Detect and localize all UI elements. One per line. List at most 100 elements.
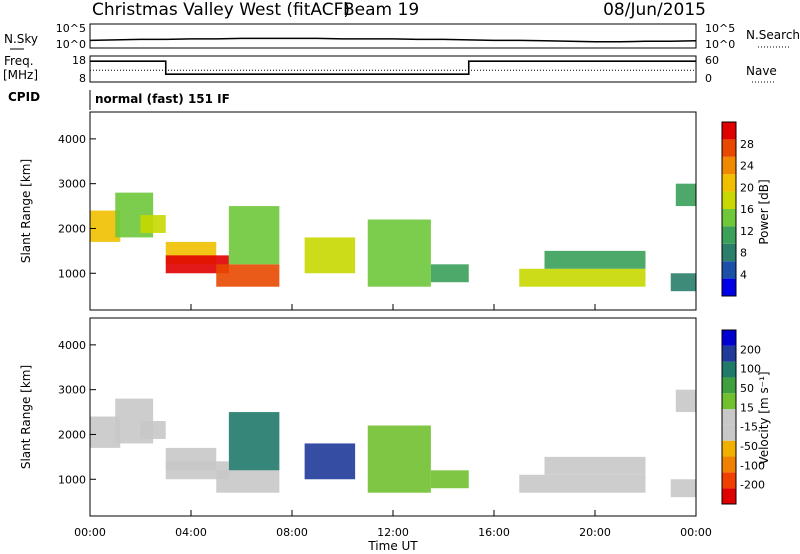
noise-left-tick-bottom: 10^0: [56, 38, 86, 51]
freq-left-tick-bottom: 8: [79, 72, 86, 85]
velocity-heatmap-cells: [90, 389, 696, 498]
velocity-colorbar-tick-label: 50: [740, 382, 754, 395]
noise-series-line: [89, 37, 697, 43]
x-tick-label: 04:00: [175, 526, 207, 539]
cpid-label: CPID: [8, 90, 40, 104]
velocity-echo-cell-7: [304, 443, 356, 480]
velocity-colorbar-swatch: [722, 393, 736, 410]
power-colorbar-swatch: [722, 261, 736, 279]
x-tick-label: 20:00: [579, 526, 611, 539]
velocity-echo-cell-11: [544, 456, 646, 475]
noise-panel: [89, 23, 697, 49]
power-y-tick-label: 2000: [58, 222, 86, 235]
power-colorbar-swatch: [722, 174, 736, 192]
velocity-colorbar: -200 -100 -50 -15 15 50 100 200: [721, 329, 765, 505]
velocity-echo-cell-9: [430, 470, 469, 489]
power-heatmap-cells: [90, 183, 696, 292]
velocity-echo-cell-10: [519, 474, 646, 493]
freq-right-tick-top: 60: [705, 54, 719, 67]
power-colorbar-swatch: [722, 226, 736, 244]
x-tick-label: 00:00: [74, 526, 106, 539]
velocity-colorbar-tick-label: -50: [740, 440, 758, 453]
power-echo-cell-6: [228, 206, 280, 265]
velocity-colorbar-swatch: [722, 472, 736, 489]
x-tick-label: 08:00: [276, 526, 308, 539]
velocity-y-tick-label: 3000: [58, 384, 86, 397]
noise-right-tick-bottom: 10^0: [705, 38, 735, 51]
freq-right-tick-bottom: 0: [705, 72, 712, 85]
power-y-tick-label: 1000: [58, 267, 86, 280]
x-tick-label: 00:00: [680, 526, 712, 539]
velocity-colorbar-tick-label: -200: [740, 479, 765, 492]
velocity-colorbar-swatch: [722, 377, 736, 394]
power-echo-cell-8: [367, 219, 431, 287]
power-colorbar-swatch: [722, 139, 736, 157]
velocity-echo-cell-5: [216, 470, 280, 493]
velocity-colorbar-tick-label: -100: [740, 459, 765, 472]
x-tick-label: 16:00: [478, 526, 510, 539]
power-echo-cell-10: [519, 268, 646, 287]
noise-left-tick-top: 10^5: [56, 22, 86, 35]
freq-left-tick-top: 18: [72, 54, 86, 67]
power-colorbar-swatch: [722, 243, 736, 262]
velocity-echo-cell-4: [165, 461, 229, 480]
power-colorbar-label: Power [dB]: [757, 179, 771, 244]
velocity-colorbar-label: Velocity [m s⁻¹]: [757, 371, 771, 464]
power-y-tick-label: 4000: [58, 133, 86, 146]
velocity-echo-cell-8: [367, 425, 431, 493]
power-colorbar-swatch: [722, 191, 736, 209]
freq-label: Freq.: [4, 54, 34, 68]
velocity-colorbar-swatch: [722, 330, 736, 346]
velocity-y-tick-label: 4000: [58, 339, 86, 352]
velocity-colorbar-frame: [721, 329, 737, 505]
power-echo-cell-11: [544, 250, 646, 269]
frequency-panel: [89, 55, 697, 83]
power-colorbar-swatch: [722, 122, 736, 140]
power-colorbar-swatch: [722, 156, 736, 175]
x-axis-label: Time UT: [367, 539, 418, 553]
cpid-text: normal (fast) 151 IF: [95, 92, 230, 106]
power-echo-cell-13: [675, 183, 696, 207]
power-echo-cell-4: [165, 255, 229, 274]
date-title: 08/Jun/2015: [603, 0, 706, 20]
velocity-colorbar-swatch: [722, 345, 736, 362]
power-colorbar-tick-label: 8: [740, 247, 747, 260]
velocity-colorbar-tick-label: 200: [740, 343, 761, 356]
beam-title: Beam 19: [343, 0, 419, 20]
power-colorbar-swatch: [722, 278, 736, 296]
velocity-colorbar-tick-label: 15: [740, 401, 754, 414]
power-colorbar-tick-label: 28: [740, 138, 754, 151]
velocity-colorbar-swatch: [722, 440, 736, 457]
power-echo-cell-7: [304, 237, 356, 274]
velocity-colorbar-swatch: [722, 424, 736, 441]
power-colorbar-tick-label: 24: [740, 160, 754, 173]
power-echo-cell-2: [140, 215, 166, 233]
power-colorbar-swatch: [722, 209, 736, 227]
velocity-echo-cell-6: [228, 412, 280, 471]
x-tick-label: 12:00: [377, 526, 409, 539]
velocity-colorbar-swatch: [722, 409, 736, 425]
velocity-y-tick-label: 2000: [58, 428, 86, 441]
power-echo-cell-12: [670, 273, 696, 292]
time-x-ticks: 00:00 04:00 08:00 12:00 16:00 20:00 00:00: [74, 304, 712, 539]
velocity-colorbar-swatch: [722, 488, 736, 504]
velocity-y-ticks: 1000 2000 3000 4000: [58, 339, 96, 486]
velocity-y-tick-label: 1000: [58, 473, 86, 486]
power-colorbar-tick-label: 4: [740, 268, 747, 281]
velocity-colorbar-swatch: [722, 456, 736, 473]
noise-right-tick-top: 10^5: [705, 22, 735, 35]
velocity-echo-cell-13: [675, 389, 696, 413]
power-colorbar-tick-label: 20: [740, 181, 754, 194]
power-colorbar-tick-label: 12: [740, 225, 754, 238]
velocity-colorbar-swatch: [722, 361, 736, 378]
nsearch-label: N.Search: [746, 28, 800, 42]
velocity-ylabel: Slant Range [km]: [19, 365, 33, 469]
power-colorbar-tick-label: 16: [740, 203, 754, 216]
power-colorbar-frame: [721, 121, 737, 297]
power-echo-cell-5: [216, 264, 280, 287]
station-title: Christmas Valley West (fitACF): [92, 0, 350, 20]
power-ylabel: Slant Range [km]: [19, 159, 33, 263]
velocity-colorbar-tick-label: -15: [740, 421, 758, 434]
nave-label: Nave: [746, 64, 777, 78]
